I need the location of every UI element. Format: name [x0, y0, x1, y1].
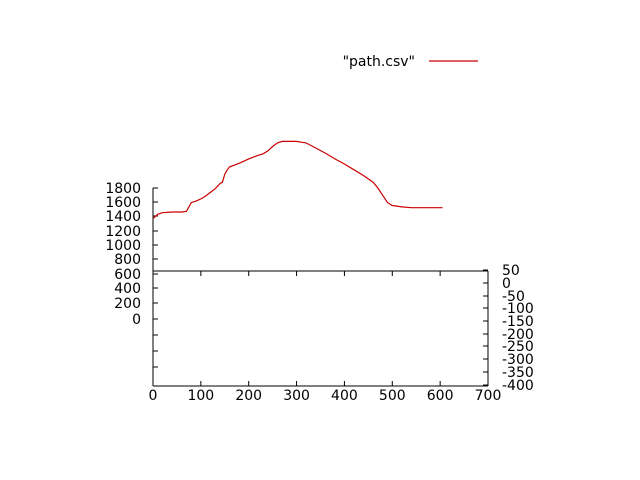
right-tick-label: 50	[502, 263, 520, 279]
left-tick-label: 1400	[105, 209, 141, 225]
right-tick-label: -150	[502, 314, 534, 330]
series-layer	[152, 140, 443, 220]
x-tick-label: 300	[283, 388, 310, 404]
left-tick-label: 1000	[105, 238, 141, 254]
legend: "path.csv"	[343, 54, 478, 70]
right-tick-label: -350	[502, 365, 534, 381]
x-tick-label: 100	[187, 388, 214, 404]
right-y-axis-ticks: 500-50-100-150-200-250-300-350-400	[483, 263, 534, 394]
right-tick-label: -50	[502, 289, 525, 305]
right-tick-label: -400	[502, 378, 534, 394]
right-tick-label: -300	[502, 352, 534, 368]
chart-axes	[152, 188, 489, 387]
left-tick-label: 200	[114, 296, 141, 312]
right-tick-label: -250	[502, 339, 534, 355]
legend-label: "path.csv"	[343, 54, 415, 70]
left-tick-label: 1200	[105, 224, 141, 240]
right-tick-label: -200	[502, 327, 534, 343]
left-tick-label: 1800	[105, 181, 141, 197]
left-tick-label: 600	[114, 267, 141, 283]
right-tick-label: -100	[502, 301, 534, 317]
right-tick-label: 0	[502, 276, 511, 292]
left-tick-label: 0	[132, 312, 141, 328]
x-tick-label: 600	[427, 388, 454, 404]
x-tick-label: 400	[331, 388, 358, 404]
series-line	[152, 140, 443, 220]
x-axis-ticks: 0 100 200 300 400 500 600 700	[149, 271, 502, 404]
x-tick-label: 500	[379, 388, 406, 404]
left-tick-label: 800	[114, 252, 141, 268]
x-tick-label: 0	[149, 388, 158, 404]
left-tick-label: 400	[114, 281, 141, 297]
left-tick-label: 1600	[105, 195, 141, 211]
x-tick-label: 200	[235, 388, 262, 404]
x-tick-label: 700	[475, 388, 502, 404]
